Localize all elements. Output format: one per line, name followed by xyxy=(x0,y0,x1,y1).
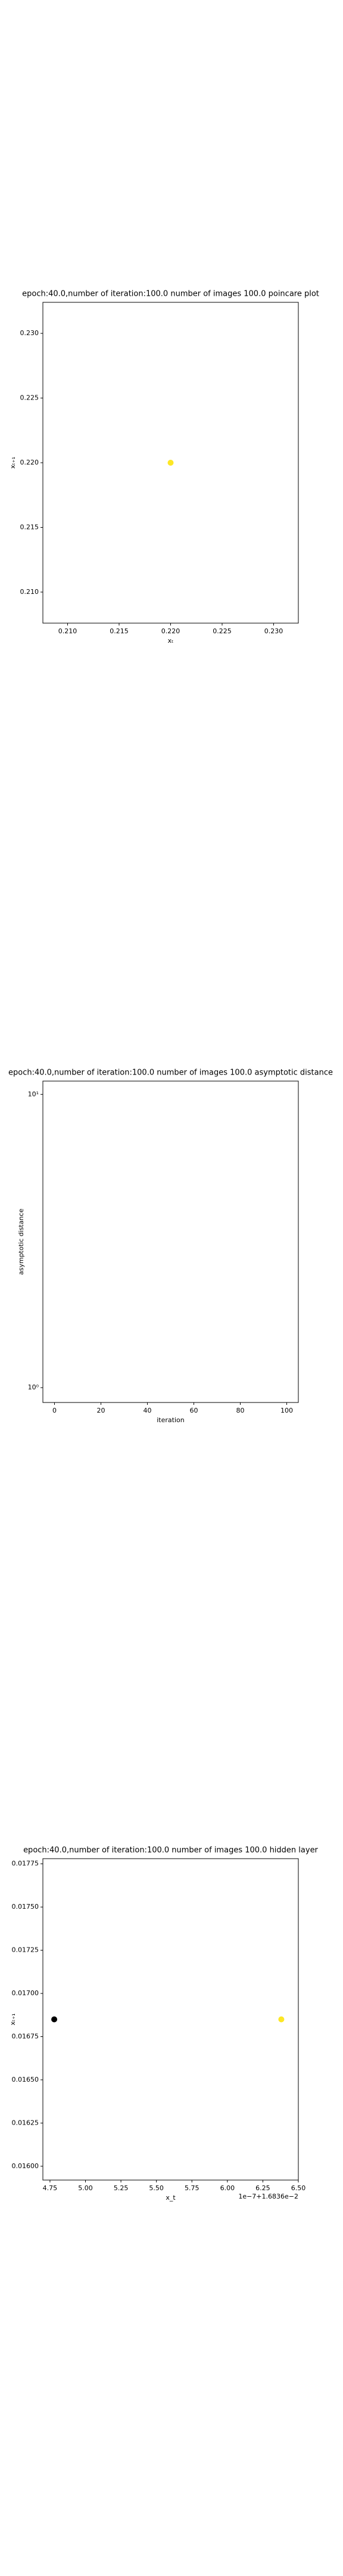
y-tick-label: 0.01700 xyxy=(12,1989,39,1997)
x-tick-label: 4.75 xyxy=(43,2184,58,2192)
point xyxy=(51,2016,58,2023)
axes-frame xyxy=(42,1080,299,1403)
y-tick-label: 0.215 xyxy=(20,523,39,531)
x-tick-label: 0 xyxy=(52,1407,57,1414)
x-tick-label: 60 xyxy=(190,1407,198,1414)
chart-title: epoch:40.0,number of iteration:100.0 num… xyxy=(23,1846,318,1855)
x-tick-label: 80 xyxy=(236,1407,245,1414)
x-tick-label: 0.225 xyxy=(213,627,232,635)
x-axis-label: x_t xyxy=(166,2194,176,2202)
axes-frame xyxy=(42,1858,299,2181)
x-tick-label: 5.00 xyxy=(78,2184,93,2192)
y-tick-label: 0.01750 xyxy=(12,1903,39,1911)
x-tick-label: 5.75 xyxy=(185,2184,199,2192)
x-tick-label: 6.50 xyxy=(291,2184,306,2192)
y-tick-label: 10¹ xyxy=(28,1090,39,1098)
y-tick-label: 0.01725 xyxy=(12,1946,39,1954)
x-tick-label: 40 xyxy=(144,1407,152,1414)
x-tick-label: 0.220 xyxy=(161,627,180,635)
y-tick-label: 0.230 xyxy=(20,329,39,337)
y-tick-label: 0.01625 xyxy=(12,2119,39,2126)
x-tick-label: 0.215 xyxy=(110,627,129,635)
x-tick-label: 20 xyxy=(97,1407,105,1414)
y-tick-label: 10⁰ xyxy=(28,1383,39,1391)
x-tick-label: 5.50 xyxy=(149,2184,164,2192)
y-tick-label: 0.01600 xyxy=(12,2162,39,2170)
y-axis-label: xₜ₊₁ xyxy=(9,2014,17,2026)
chart-title: epoch:40.0,number of iteration:100.0 num… xyxy=(8,1069,333,1078)
y-tick-label: 0.225 xyxy=(20,394,39,402)
point xyxy=(278,2016,285,2023)
x-tick-label: 100 xyxy=(280,1407,293,1414)
x-axis-label: xₜ xyxy=(168,637,174,645)
y-axis-label: xₜ₊₁ xyxy=(9,457,17,469)
x-tick-label: 6.00 xyxy=(220,2184,235,2192)
y-axis-label: asymptotic distance xyxy=(17,1209,25,1275)
x-tick-label: 0.210 xyxy=(58,627,77,635)
x-offset-label: 1e−7+1.6836e−2 xyxy=(238,2193,298,2200)
x-axis-label: iteration xyxy=(157,1416,184,1424)
x-tick-label: 6.25 xyxy=(255,2184,270,2192)
y-tick-label: 0.210 xyxy=(20,588,39,596)
chart-title: epoch:40.0,number of iteration:100.0 num… xyxy=(22,290,319,299)
x-tick-label: 5.25 xyxy=(114,2184,129,2192)
y-tick-label: 0.01650 xyxy=(12,2076,39,2083)
y-tick-label: 0.01675 xyxy=(12,2032,39,2040)
x-tick-label: 0.230 xyxy=(264,627,283,635)
y-tick-label: 0.01775 xyxy=(12,1860,39,1868)
y-tick-label: 0.220 xyxy=(20,459,39,466)
point xyxy=(167,460,174,466)
